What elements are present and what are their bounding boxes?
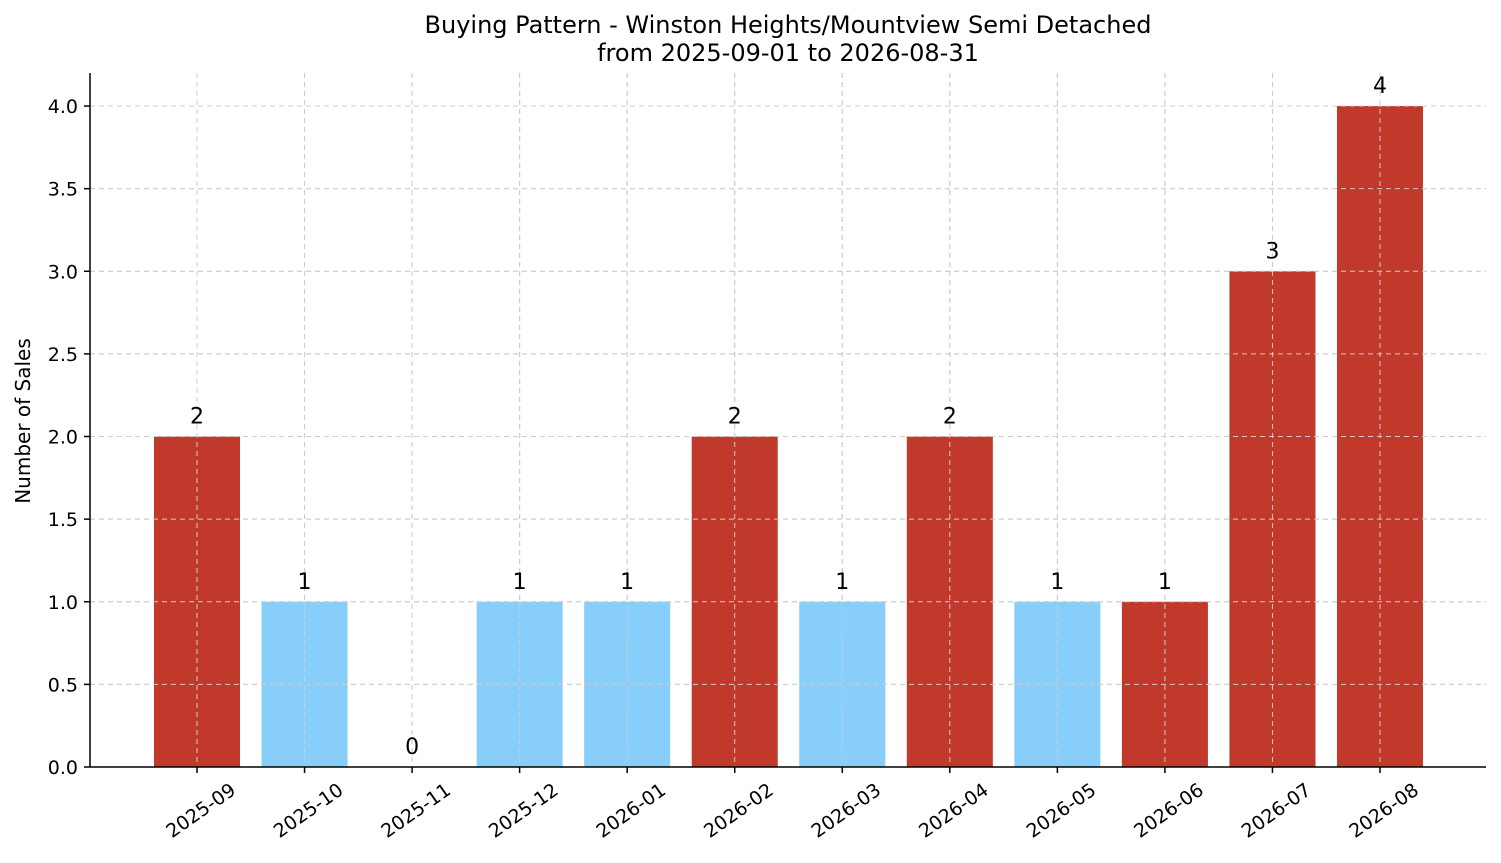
x-tick-label: 2026-06 [1130,779,1208,843]
y-axis-label: Number of Sales [11,338,35,504]
y-tick-label: 3.5 [48,179,78,201]
x-tick-label: 2026-02 [700,779,778,843]
y-tick-label: 2.0 [48,427,78,449]
data-label: 3 [1265,239,1279,264]
y-tick-label: 2.5 [48,344,78,366]
chart-title-line1: Buying Pattern - Winston Heights/Mountvi… [425,11,1152,39]
data-label: 2 [943,405,957,430]
data-label: 1 [835,570,849,595]
y-tick-label: 1.5 [48,509,78,531]
x-tick-label: 2025-12 [485,779,563,843]
y-tick-label: 1.0 [48,592,78,614]
data-label: 1 [1158,570,1172,595]
y-tick-label: 0.0 [48,757,78,779]
y-tick-label: 0.5 [48,674,78,696]
x-tick-label: 2026-01 [592,779,670,843]
data-label: 0 [405,735,419,760]
data-label: 4 [1373,74,1387,99]
x-tick-label: 2026-08 [1345,779,1423,843]
x-tick-label: 2026-07 [1238,779,1316,843]
x-tick-label: 2026-04 [915,779,993,843]
x-tick-label: 2025-09 [162,779,240,843]
data-label: 1 [513,570,527,595]
axes [84,73,1486,773]
data-label: 1 [298,570,312,595]
y-tick-label: 3.0 [48,261,78,283]
bars [153,106,1424,768]
chart-title-line2: from 2025-09-01 to 2026-08-31 [597,39,979,67]
data-label: 2 [728,405,742,430]
data-label: 1 [620,570,634,595]
x-tick-label: 2025-11 [377,779,455,843]
x-tick-label: 2026-03 [807,779,885,843]
x-tick-label: 2026-05 [1023,779,1101,843]
data-label: 2 [190,405,204,430]
x-tick-label: 2025-10 [270,779,348,843]
data-label: 1 [1050,570,1064,595]
y-tick-label: 4.0 [48,96,78,118]
